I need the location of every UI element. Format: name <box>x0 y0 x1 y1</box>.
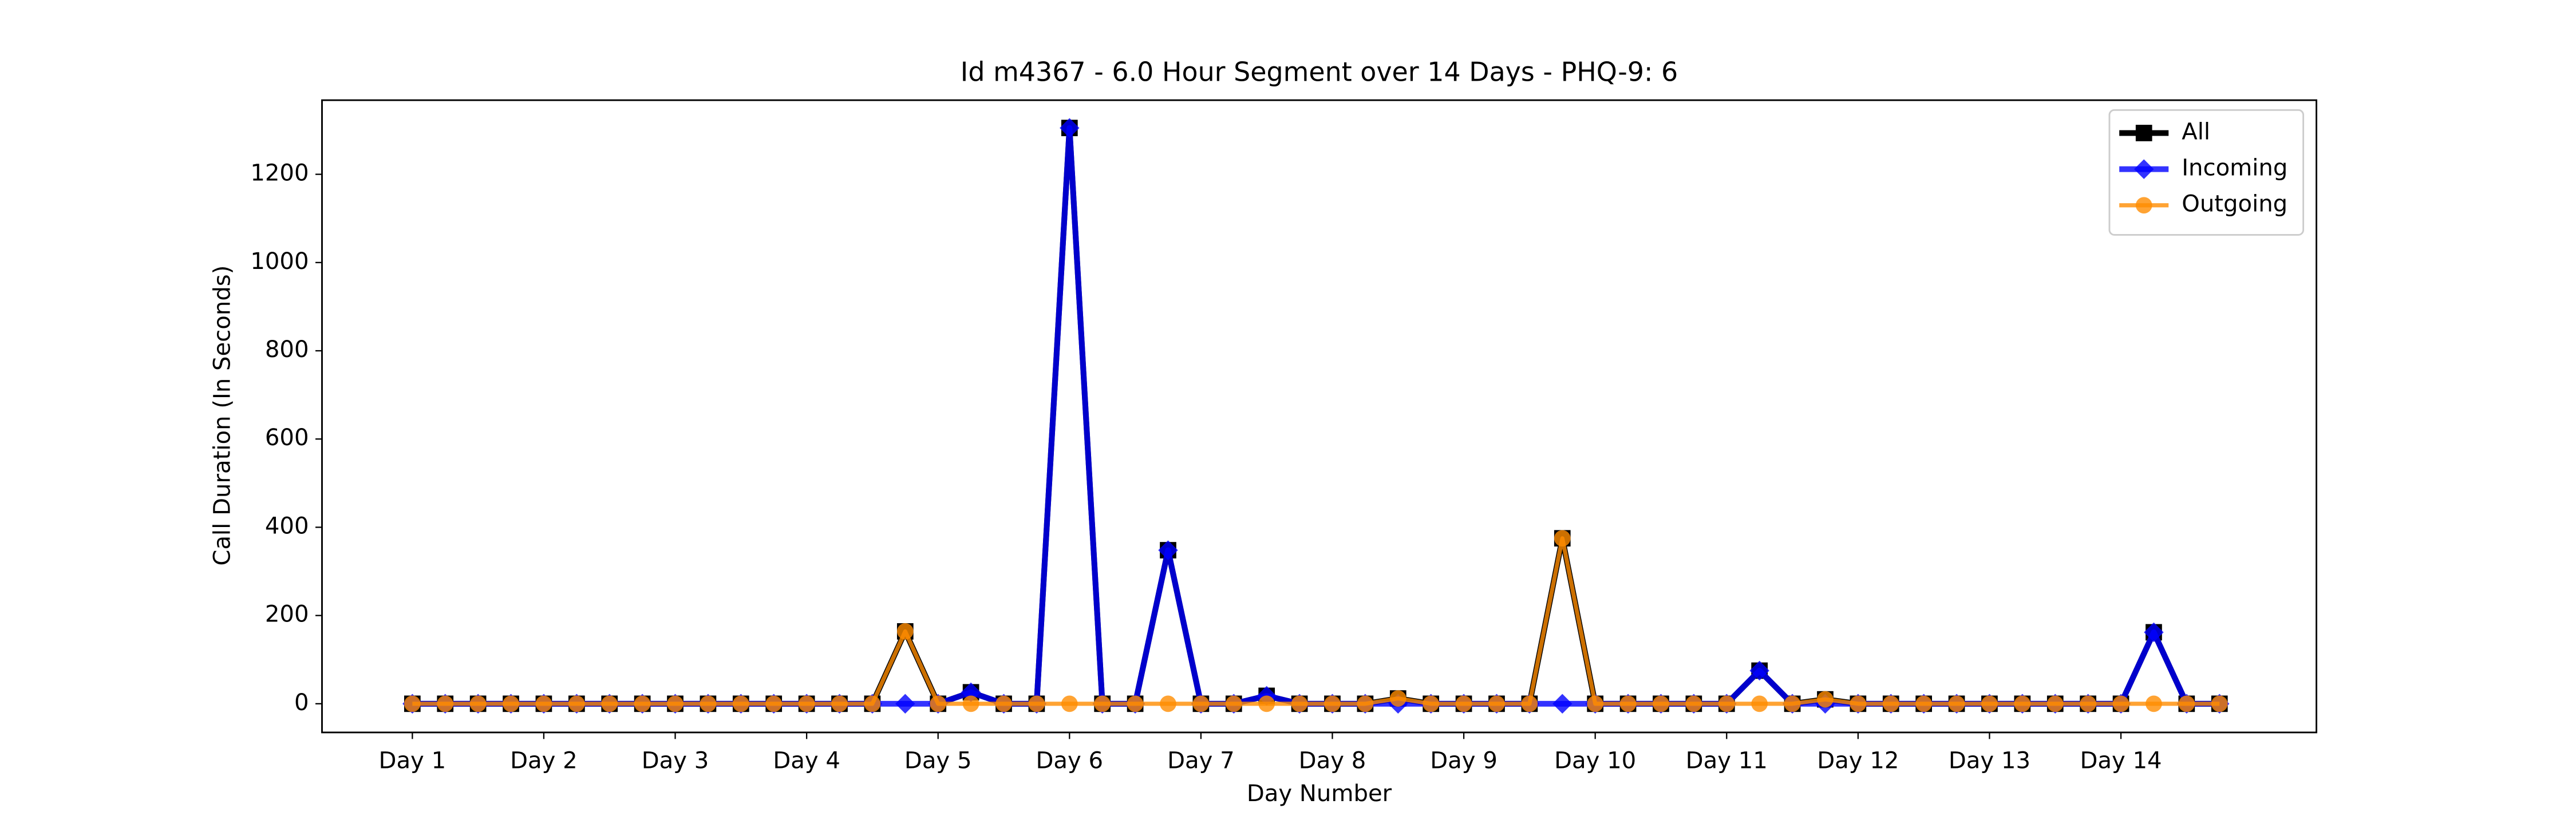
marker <box>1587 695 1604 712</box>
marker <box>437 695 454 712</box>
marker <box>1521 695 1538 712</box>
marker <box>1488 695 1505 712</box>
marker <box>1192 695 1210 712</box>
legend-label: All <box>2182 118 2210 145</box>
marker <box>831 695 848 712</box>
y-tick-label: 1000 <box>250 248 309 275</box>
marker <box>2014 695 2031 712</box>
marker <box>1423 695 1440 712</box>
marker <box>1094 695 1111 712</box>
marker <box>404 695 421 712</box>
legend: All Incoming Outgoing <box>2108 109 2305 236</box>
marker <box>1061 695 1078 712</box>
x-tick-label: Day 4 <box>773 748 840 774</box>
marker <box>1357 695 1374 712</box>
y-tick-label: 0 <box>294 690 309 716</box>
marker <box>700 695 717 712</box>
marker <box>2135 197 2152 214</box>
marker <box>1784 695 1801 712</box>
x-tick-label: Day 3 <box>642 748 709 774</box>
marker <box>568 695 585 712</box>
legend-label: Outgoing <box>2182 191 2287 217</box>
marker <box>2146 695 2162 712</box>
marker <box>2046 695 2064 712</box>
chart-title: Id m4367 - 6.0 Hour Segment over 14 Days… <box>961 57 1678 88</box>
marker <box>1981 695 1998 712</box>
marker <box>1882 695 1899 712</box>
marker <box>1749 660 1769 681</box>
marker <box>765 695 783 712</box>
marker <box>1127 695 1144 712</box>
series <box>404 530 2228 712</box>
x-tick-label: Day 12 <box>1817 748 1899 774</box>
y-tick-label: 400 <box>265 513 309 539</box>
marker <box>535 695 552 712</box>
marker <box>601 695 618 712</box>
marker <box>1554 530 1571 547</box>
x-tick-label: Day 13 <box>1949 748 2030 774</box>
marker <box>2112 695 2129 712</box>
marker <box>1160 695 1176 712</box>
marker <box>1225 695 1242 712</box>
marker <box>1060 118 1080 138</box>
marker <box>962 695 979 712</box>
marker <box>930 695 947 712</box>
marker <box>1751 695 1768 712</box>
marker <box>1455 695 1472 712</box>
x-tick-label: Day 7 <box>1167 748 1235 774</box>
marker <box>995 695 1012 712</box>
marker <box>1850 695 1867 712</box>
marker <box>2211 695 2228 712</box>
marker <box>1948 695 1965 712</box>
marker <box>2178 695 2195 712</box>
marker <box>1718 695 1735 712</box>
marker <box>1324 695 1341 712</box>
x-tick-label: Day 5 <box>904 748 972 774</box>
x-tick-label: Day 9 <box>1430 748 1498 774</box>
y-tick-label: 1200 <box>250 160 309 187</box>
marker <box>1653 695 1669 712</box>
plot-frame <box>321 99 2317 734</box>
x-tick-label: Day 10 <box>1554 748 1636 774</box>
marker <box>2144 622 2164 643</box>
marker <box>2080 695 2096 712</box>
marker <box>798 695 815 712</box>
x-axis-label: Day Number <box>1247 781 1392 807</box>
marker <box>1915 695 1932 712</box>
marker <box>896 623 914 640</box>
x-tick-label: Day 1 <box>379 748 447 774</box>
marker <box>2135 125 2152 141</box>
marker <box>1291 695 1308 712</box>
x-tick-label: Day 2 <box>510 748 578 774</box>
marker <box>469 695 487 712</box>
y-tick-label: 800 <box>265 336 309 363</box>
x-tick-label: Day 6 <box>1036 748 1103 774</box>
x-tick-label: Day 11 <box>1686 748 1768 774</box>
marker <box>1158 540 1178 560</box>
legend-label: Incoming <box>2182 155 2287 181</box>
marker <box>864 695 881 712</box>
marker <box>1258 695 1275 712</box>
y-tick-label: 600 <box>265 425 309 451</box>
marker <box>1389 690 1406 707</box>
marker <box>732 695 749 712</box>
y-tick-label: 200 <box>265 601 309 628</box>
marker <box>1028 695 1045 712</box>
marker <box>503 695 519 712</box>
y-axis-label: Call Duration (In Seconds) <box>209 266 235 566</box>
marker <box>1619 695 1637 712</box>
marker <box>667 695 683 712</box>
marker <box>1685 695 1702 712</box>
marker <box>634 695 651 712</box>
marker <box>1817 691 1834 708</box>
x-tick-label: Day 14 <box>2080 748 2162 774</box>
x-tick-label: Day 8 <box>1299 748 1366 774</box>
